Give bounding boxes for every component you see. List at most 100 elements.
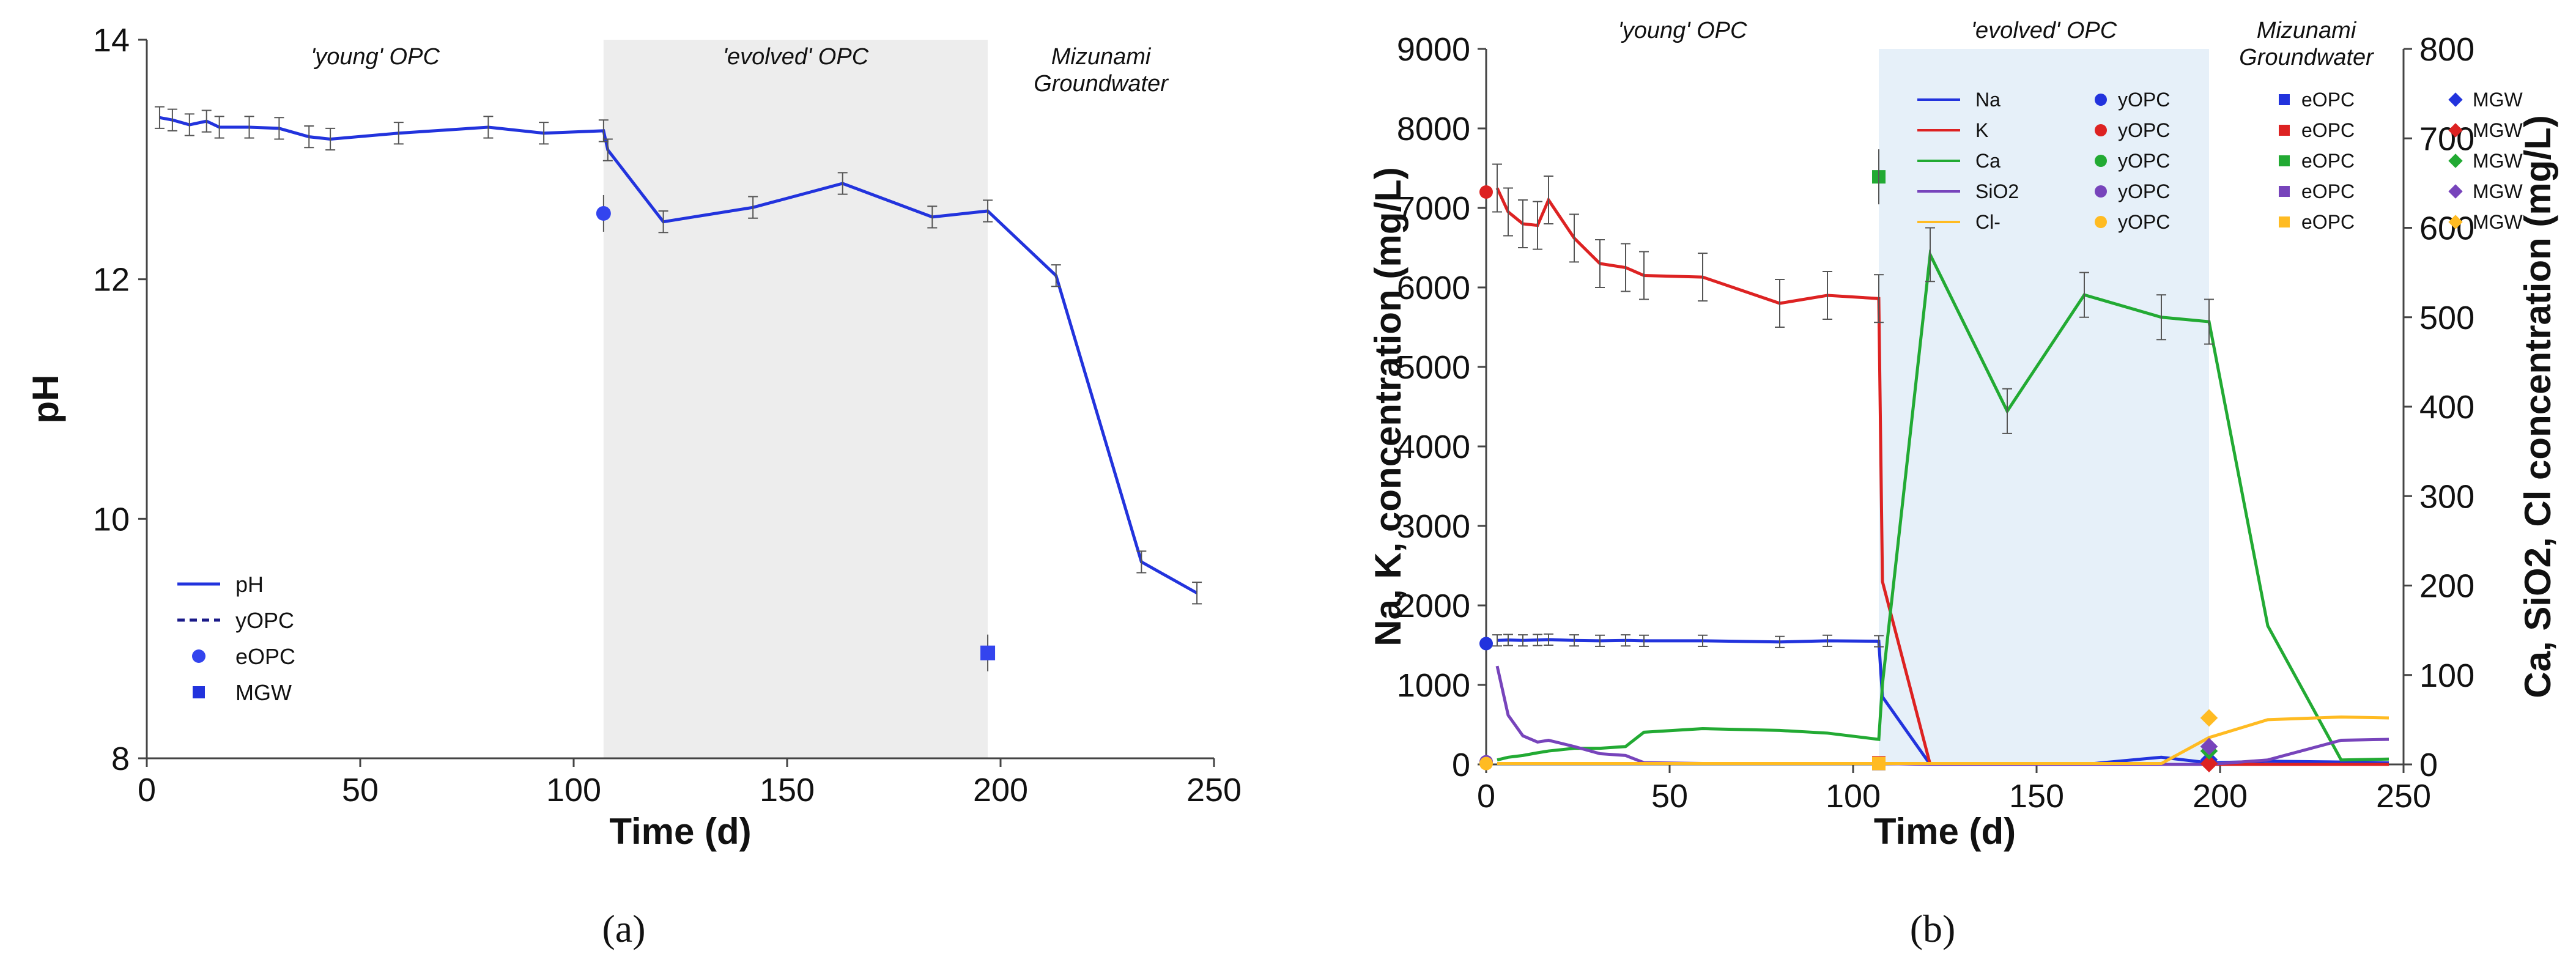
legend-swatch-yopc-3 bbox=[2095, 185, 2107, 198]
y-tick-label-right-200: 200 bbox=[2419, 568, 2474, 605]
legend-label-eopc-3: eOPC bbox=[2301, 180, 2355, 202]
legend-label-yopc-1: yOPC bbox=[2118, 119, 2170, 141]
region-label-mizunami: Mizunami bbox=[1051, 44, 1152, 70]
legend-swatch-mgw-0 bbox=[2448, 92, 2463, 107]
legend-label-eopc-2: eOPC bbox=[2301, 150, 2355, 172]
y-tick-label-right-500: 500 bbox=[2419, 300, 2474, 336]
panel-label-b: (b) bbox=[1910, 907, 1956, 950]
legend-label-mgw-3: MGW bbox=[2473, 180, 2523, 202]
marker-yopc-na bbox=[1479, 637, 1493, 651]
shaded-region-1 bbox=[603, 40, 988, 758]
legend-swatch-eopc-2 bbox=[2279, 155, 2290, 166]
legend-swatch-mgw bbox=[193, 686, 205, 698]
legend-label-mgw-2: MGW bbox=[2473, 150, 2523, 172]
panel-label-a: (a) bbox=[602, 907, 645, 950]
y-tick-label-right-800: 800 bbox=[2419, 31, 2474, 68]
marker-yopc-k bbox=[1479, 185, 1493, 199]
y-tick-label-right-100: 100 bbox=[2419, 657, 2474, 694]
x-tick-label-0: 0 bbox=[1477, 778, 1495, 815]
x-tick-label-100: 100 bbox=[1826, 778, 1881, 815]
legend-swatch-yopc-2 bbox=[2095, 155, 2107, 167]
legend-label-eopc-1: eOPC bbox=[2301, 119, 2355, 141]
legend-label-yopc-2: yOPC bbox=[2118, 150, 2170, 172]
legend-swatch-eopc-4 bbox=[2279, 216, 2290, 227]
series-line-ph bbox=[159, 116, 1198, 594]
y-tick-label-14: 14 bbox=[93, 22, 130, 59]
y-tick-label-left-7000: 7000 bbox=[1397, 190, 1470, 227]
legend-label-yopc-0: yOPC bbox=[2118, 89, 2170, 111]
y-tick-label-left-0: 0 bbox=[1452, 747, 1470, 783]
y-axis-title-left: Na, K, concentration (mg/L) bbox=[1368, 167, 1408, 646]
legend-swatch-mgw-2 bbox=[2448, 153, 2463, 168]
y-tick-label-left-2000: 2000 bbox=[1397, 588, 1470, 624]
legend-label-mgw-4: MGW bbox=[2473, 211, 2523, 233]
y-tick-label-right-0: 0 bbox=[2419, 747, 2438, 783]
legend-label-ph: pH bbox=[235, 572, 264, 597]
y-tick-label-right-700: 700 bbox=[2419, 120, 2474, 157]
legend-label-cl: Cl- bbox=[1975, 211, 2000, 233]
region-label-mizunami: Mizunami bbox=[2257, 18, 2357, 43]
legend-swatch-mgw-1 bbox=[2448, 123, 2463, 138]
legend-label-eopc-4: eOPC bbox=[2301, 211, 2355, 233]
legend-label-yopc: yOPC bbox=[235, 608, 294, 633]
legend-swatch-yopc-4 bbox=[2095, 216, 2107, 228]
x-tick-label-250: 250 bbox=[2376, 778, 2431, 815]
y-tick-label-right-300: 300 bbox=[2419, 478, 2474, 515]
y-tick-label-left-8000: 8000 bbox=[1397, 111, 1470, 147]
legend-label-eopc-0: eOPC bbox=[2301, 89, 2355, 111]
legend-label-yopc-3: yOPC bbox=[2118, 180, 2170, 202]
y-tick-label-left-1000: 1000 bbox=[1397, 667, 1470, 704]
shaded-region-1 bbox=[1879, 49, 2209, 764]
y-tick-label-right-400: 400 bbox=[2419, 389, 2474, 426]
x-tick-label-200: 200 bbox=[2193, 778, 2248, 815]
y-tick-label-left-6000: 6000 bbox=[1397, 270, 1470, 306]
marker-mgw-k bbox=[2200, 755, 2218, 772]
x-tick-label-150: 150 bbox=[2009, 778, 2064, 815]
legend-swatch-eopc-1 bbox=[2279, 125, 2290, 136]
x-tick-label-50: 50 bbox=[342, 772, 379, 808]
legend-swatch-eopc-0 bbox=[2279, 94, 2290, 105]
x-tick-label-0: 0 bbox=[138, 772, 156, 808]
y-tick-label-left-3000: 3000 bbox=[1397, 508, 1470, 545]
region-label-young-opc: 'young' OPC bbox=[1618, 18, 1748, 43]
region-label-mizunami-line2: Groundwater bbox=[1034, 71, 1169, 97]
y-tick-label-left-9000: 9000 bbox=[1397, 31, 1470, 68]
y-tick-label-left-5000: 5000 bbox=[1397, 349, 1470, 386]
region-label-mizunami-line2: Groundwater bbox=[2239, 45, 2374, 70]
legend-swatch-eopc-3 bbox=[2279, 186, 2290, 197]
x-tick-label-250: 250 bbox=[1186, 772, 1242, 808]
y-tick-label-8: 8 bbox=[111, 741, 130, 777]
y-tick-label-right-600: 600 bbox=[2419, 210, 2474, 247]
marker-eopc-cl bbox=[1872, 756, 1886, 771]
region-label-evolved-opc: 'evolved' OPC bbox=[723, 44, 869, 70]
series-line-na bbox=[1497, 638, 2389, 766]
x-axis-title: Time (d) bbox=[609, 811, 751, 852]
region-label-young-opc: 'young' OPC bbox=[311, 44, 440, 70]
legend-swatch-mgw-4 bbox=[2448, 215, 2463, 229]
legend-label-mgw-1: MGW bbox=[2473, 119, 2523, 141]
marker-eopc bbox=[596, 205, 611, 221]
marker-mgw bbox=[980, 645, 996, 660]
x-tick-label-100: 100 bbox=[546, 772, 601, 808]
legend-label-yopc-4: yOPC bbox=[2118, 211, 2170, 233]
legend-label-eopc: eOPC bbox=[235, 644, 295, 669]
region-label-evolved-opc: 'evolved' OPC bbox=[1971, 18, 2117, 43]
legend-swatch-mgw-3 bbox=[2448, 184, 2463, 199]
x-tick-label-200: 200 bbox=[973, 772, 1028, 808]
x-tick-label-150: 150 bbox=[760, 772, 815, 808]
marker-mgw-sio2 bbox=[2200, 738, 2218, 756]
legend-label-ca: Ca bbox=[1975, 150, 2000, 172]
x-tick-label-50: 50 bbox=[1651, 778, 1688, 815]
chart-a-ph: 0 50 100 150 200 250 8 10 12 14 Time (d) pH 'young' … bbox=[25, 22, 1242, 852]
legend-label-na: Na bbox=[1975, 89, 2000, 111]
y-tick-label-12: 12 bbox=[93, 262, 130, 298]
legend-label-mgw-0: MGW bbox=[2473, 89, 2523, 111]
legend-swatch-eopc bbox=[192, 649, 205, 663]
chart-b-concentration: 0 50 100 150 200 2500100020003000400050006000… bbox=[1368, 18, 2558, 852]
y-tick-label-left-4000: 4000 bbox=[1397, 429, 1470, 465]
legend-label-mgw: MGW bbox=[235, 680, 292, 705]
legend-swatch-yopc-1 bbox=[2095, 124, 2107, 136]
y-axis-title-right: Ca, SiO2, Cl concentration (mg/L) bbox=[2517, 115, 2558, 698]
legend-swatch-yopc-0 bbox=[2095, 94, 2107, 106]
